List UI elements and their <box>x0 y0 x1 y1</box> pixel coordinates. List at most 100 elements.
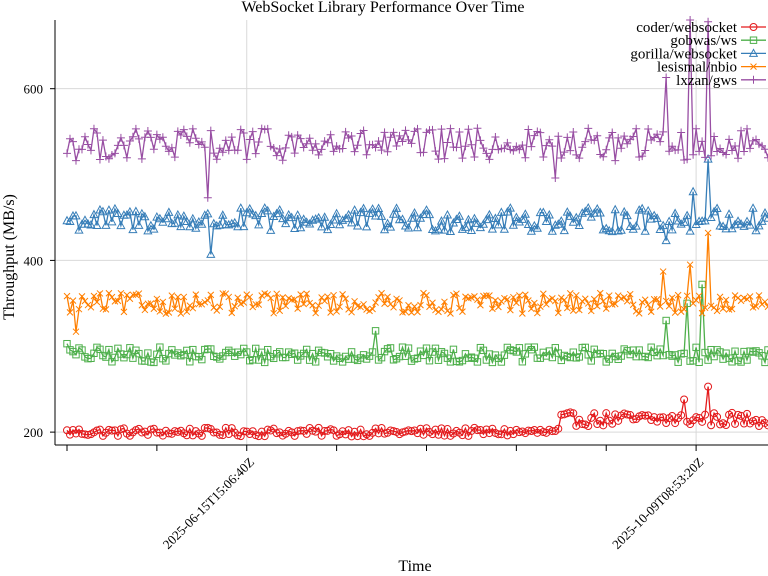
data-point <box>707 302 715 310</box>
data-point <box>638 152 647 161</box>
data-point <box>592 203 602 213</box>
data-point <box>329 147 338 156</box>
data-point <box>677 411 686 420</box>
data-point <box>89 124 98 133</box>
data-point <box>425 357 434 365</box>
data-point <box>676 219 686 228</box>
data-point <box>515 428 524 437</box>
data-point <box>595 207 605 217</box>
data-point <box>96 290 104 297</box>
data-point <box>481 214 492 224</box>
x-tick-label: 2025-06-15T15:06:40Z <box>160 454 257 551</box>
data-point <box>422 344 431 352</box>
data-point <box>122 153 131 162</box>
data-point <box>170 218 180 227</box>
data-point <box>386 133 395 142</box>
data-point <box>671 309 679 316</box>
data-point <box>740 147 749 156</box>
data-point <box>698 137 707 146</box>
data-point <box>161 213 171 223</box>
data-point <box>120 308 128 316</box>
data-point <box>323 138 332 147</box>
data-point <box>252 300 260 308</box>
data-point <box>203 208 213 218</box>
data-point <box>377 146 386 155</box>
data-point <box>134 134 143 143</box>
data-point <box>218 148 227 157</box>
series-gorilla-websocket <box>62 154 768 258</box>
data-point <box>359 126 368 135</box>
data-point <box>589 208 599 217</box>
data-point <box>219 290 227 297</box>
data-point <box>200 210 210 219</box>
data-point <box>402 308 409 316</box>
data-point <box>721 223 731 233</box>
data-point <box>554 132 563 141</box>
data-point <box>584 422 593 431</box>
data-point <box>608 128 617 137</box>
data-point <box>188 213 198 223</box>
data-point <box>610 204 620 214</box>
data-point <box>167 143 176 152</box>
data-point <box>530 131 539 140</box>
data-point <box>439 225 450 234</box>
data-point <box>361 221 372 231</box>
data-point <box>712 203 722 213</box>
data-point <box>423 291 430 299</box>
data-point <box>225 293 233 301</box>
data-point <box>176 131 185 140</box>
chart-title: WebSocket Library Performance Over Time <box>241 0 524 16</box>
data-point <box>454 211 465 220</box>
data-point <box>66 309 74 316</box>
data-point <box>404 344 413 352</box>
data-point <box>86 146 95 155</box>
data-point <box>386 426 395 435</box>
data-point <box>107 426 116 435</box>
data-point <box>662 316 670 325</box>
data-point <box>403 222 414 232</box>
legend-entry: coder/websocket <box>636 20 766 36</box>
data-point <box>269 211 279 220</box>
data-point <box>760 207 768 217</box>
data-point <box>532 223 542 232</box>
data-point <box>215 144 224 153</box>
data-point <box>602 145 611 154</box>
data-point <box>581 137 590 146</box>
data-point <box>129 354 137 362</box>
data-point <box>587 357 595 365</box>
data-point <box>527 305 535 313</box>
data-point <box>661 235 671 245</box>
data-point <box>322 224 333 234</box>
data-point <box>677 128 686 137</box>
data-point <box>438 305 445 313</box>
data-point <box>542 300 550 308</box>
data-point <box>574 220 584 230</box>
data-point <box>406 213 417 222</box>
data-point <box>110 203 120 213</box>
data-point <box>149 145 158 154</box>
data-point <box>458 431 467 440</box>
data-point <box>547 226 557 235</box>
data-point <box>752 135 761 144</box>
data-point <box>635 309 643 317</box>
data-point <box>748 203 758 212</box>
data-point <box>622 210 632 220</box>
data-point <box>294 305 302 312</box>
data-point <box>560 148 569 157</box>
data-point <box>426 303 433 311</box>
data-point <box>371 327 380 335</box>
series-line <box>66 159 768 255</box>
data-point <box>182 431 191 440</box>
data-point <box>137 208 147 218</box>
data-point <box>197 137 206 146</box>
data-point <box>659 268 667 275</box>
data-point <box>385 222 396 231</box>
data-point <box>568 217 578 226</box>
data-point <box>117 289 125 297</box>
data-point <box>197 219 207 228</box>
data-point <box>746 293 754 300</box>
data-point <box>180 293 188 301</box>
data-point <box>105 345 113 354</box>
data-point <box>207 291 215 299</box>
